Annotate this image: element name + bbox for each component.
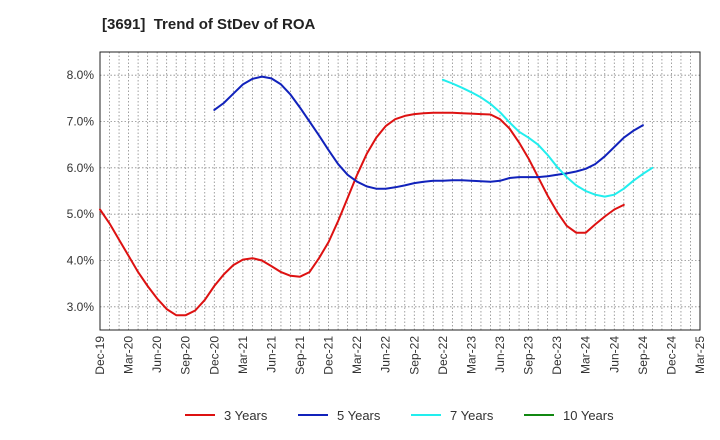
- series-lines: [99, 75, 654, 317]
- legend: 3 Years 5 Years 7 Years 10 Years: [185, 408, 614, 423]
- x-tick-label: Mar-20: [122, 336, 136, 374]
- x-tick-label: Dec-21: [322, 336, 336, 375]
- x-tick-label: Jun-23: [493, 336, 507, 373]
- x-tick-label: Sep-23: [522, 336, 536, 375]
- series-line-7-years: [441, 78, 654, 198]
- x-tick-label: Jun-22: [379, 336, 393, 373]
- y-tick-label: 7.0%: [67, 115, 95, 129]
- x-tick-label: Jun-24: [607, 336, 621, 373]
- x-tick-label: Mar-25: [693, 336, 707, 374]
- y-tick-label: 5.0%: [67, 207, 95, 221]
- plot-frame: [99, 51, 701, 331]
- x-tick-label: Dec-22: [436, 336, 450, 375]
- x-tick-label: Mar-22: [350, 336, 364, 374]
- x-tick-label: Jun-21: [264, 336, 278, 373]
- chart-title: [3691] Trend of StDev of ROA: [102, 16, 316, 33]
- y-tick-label: 6.0%: [67, 161, 95, 175]
- y-axis: 3.0% 4.0% 5.0% 6.0% 7.0% 8.0%: [67, 68, 95, 314]
- x-tick-label: Dec-23: [550, 336, 564, 375]
- x-tick-label: Dec-20: [207, 336, 221, 375]
- x-tick-label: Dec-19: [93, 336, 107, 375]
- x-tick-label: Mar-21: [236, 336, 250, 374]
- grid: [100, 52, 700, 330]
- legend-label-10-years: 10 Years: [563, 408, 614, 423]
- x-tick-label: Sep-20: [179, 336, 193, 375]
- y-tick-label: 4.0%: [67, 254, 95, 268]
- series-line-3-years: [99, 111, 625, 317]
- x-tick-label: Sep-22: [407, 336, 421, 375]
- x-tick-label: Sep-21: [293, 336, 307, 375]
- x-tick-label: Mar-24: [579, 336, 593, 374]
- y-tick-label: 3.0%: [67, 300, 95, 314]
- x-axis: Dec-19 Mar-20 Jun-20 Sep-20 Dec-20 Mar-21 Jun-…: [93, 336, 707, 375]
- x-tick-label: Mar-23: [464, 336, 478, 374]
- x-tick-label: Jun-20: [150, 336, 164, 373]
- legend-label-3-years: 3 Years: [224, 408, 268, 423]
- series-line-5-years: [213, 75, 644, 190]
- legend-label-5-years: 5 Years: [337, 408, 381, 423]
- legend-label-7-years: 7 Years: [450, 408, 494, 423]
- x-tick-label: Sep-24: [636, 336, 650, 375]
- x-tick-label: Dec-24: [664, 336, 678, 375]
- y-tick-label: 8.0%: [67, 68, 95, 82]
